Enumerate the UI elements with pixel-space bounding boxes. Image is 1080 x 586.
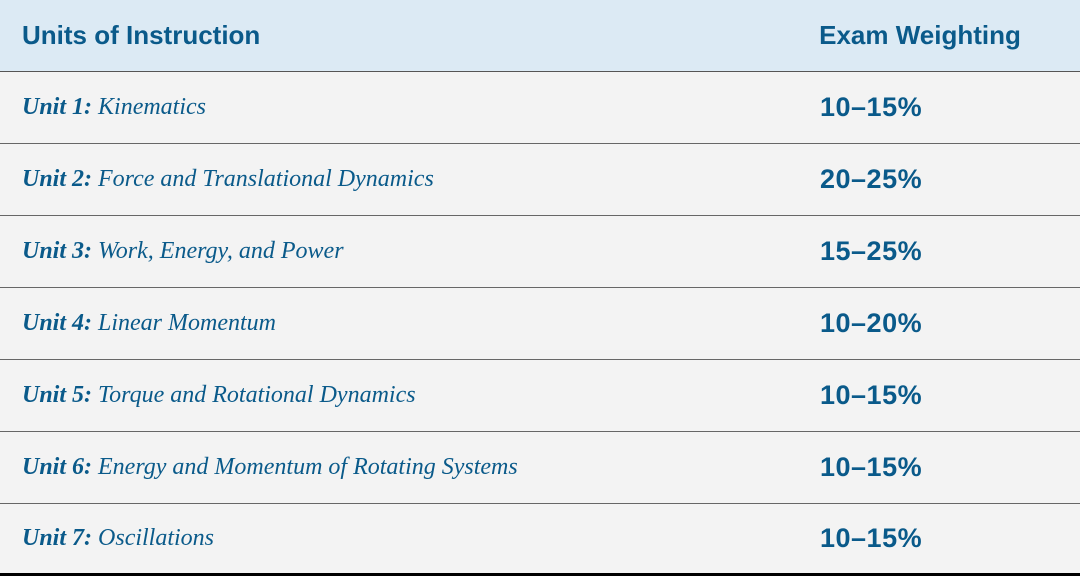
weight-cell: 15–25% (760, 236, 1080, 267)
table-row: Unit 7: Oscillations 10–15% (0, 504, 1080, 576)
table-row: Unit 1: Kinematics 10–15% (0, 72, 1080, 144)
weight-cell: 10–15% (760, 523, 1080, 554)
unit-number: Unit 6: (22, 454, 92, 480)
unit-cell: Unit 1: Kinematics (0, 94, 760, 121)
weight-cell: 10–15% (760, 92, 1080, 123)
unit-title: Energy and Momentum of Rotating Systems (92, 454, 518, 480)
unit-cell: Unit 4: Linear Momentum (0, 310, 760, 337)
unit-cell: Unit 3: Work, Energy, and Power (0, 238, 760, 265)
unit-title: Torque and Rotational Dynamics (92, 382, 416, 408)
unit-cell: Unit 6: Energy and Momentum of Rotating … (0, 454, 760, 481)
weight-value: 20–25% (820, 164, 922, 194)
unit-number: Unit 1: (22, 94, 92, 120)
table-row: Unit 2: Force and Translational Dynamics… (0, 144, 1080, 216)
weight-cell: 10–15% (760, 380, 1080, 411)
weight-cell: 10–15% (760, 452, 1080, 483)
table-row: Unit 3: Work, Energy, and Power 15–25% (0, 216, 1080, 288)
unit-title: Linear Momentum (92, 310, 276, 336)
units-table: Units of Instruction Exam Weighting Unit… (0, 0, 1080, 576)
table-header-row: Units of Instruction Exam Weighting (0, 0, 1080, 72)
weight-value: 15–25% (820, 236, 922, 266)
unit-cell: Unit 7: Oscillations (0, 525, 760, 552)
weight-value: 10–15% (820, 452, 922, 482)
unit-cell: Unit 5: Torque and Rotational Dynamics (0, 382, 760, 409)
unit-number: Unit 2: (22, 166, 92, 192)
weight-cell: 20–25% (760, 164, 1080, 195)
unit-number: Unit 7: (22, 525, 92, 551)
weight-value: 10–15% (820, 380, 922, 410)
unit-number: Unit 4: (22, 310, 92, 336)
weight-value: 10–20% (820, 308, 922, 338)
weight-cell: 10–20% (760, 308, 1080, 339)
table-row: Unit 4: Linear Momentum 10–20% (0, 288, 1080, 360)
header-weighting: Exam Weighting (760, 20, 1080, 51)
table-row: Unit 5: Torque and Rotational Dynamics 1… (0, 360, 1080, 432)
unit-title: Work, Energy, and Power (92, 238, 344, 264)
unit-title: Force and Translational Dynamics (92, 166, 434, 192)
unit-title: Kinematics (92, 94, 206, 120)
header-units: Units of Instruction (0, 20, 760, 51)
unit-title: Oscillations (92, 525, 214, 551)
unit-number: Unit 3: (22, 238, 92, 264)
table-row: Unit 6: Energy and Momentum of Rotating … (0, 432, 1080, 504)
unit-cell: Unit 2: Force and Translational Dynamics (0, 166, 760, 193)
unit-number: Unit 5: (22, 382, 92, 408)
weight-value: 10–15% (820, 92, 922, 122)
weight-value: 10–15% (820, 523, 922, 553)
